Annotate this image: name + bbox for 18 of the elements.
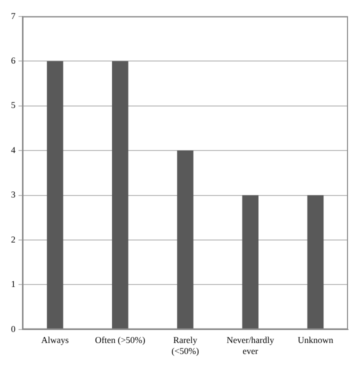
y-tick-label: 0: [11, 324, 16, 334]
bar: [46, 61, 64, 329]
x-tick-label: Rarely (<50%): [171, 335, 200, 356]
y-tick-label: 3: [11, 190, 16, 200]
bar: [112, 61, 128, 329]
bar: [242, 195, 258, 329]
y-tick-label: 1: [11, 279, 16, 290]
y-tick-label: 5: [11, 100, 16, 110]
bar: [177, 150, 194, 329]
x-tick-label: Often (>50%): [94, 335, 146, 346]
x-tick-label: Unknown: [298, 335, 334, 346]
x-tick-label: Always: [41, 335, 70, 346]
y-tick-label: 6: [11, 55, 16, 66]
y-tick-label: 2: [11, 234, 16, 244]
y-tick-label: 7: [11, 10, 16, 21]
x-tick-label: Never/hardly ever: [226, 335, 275, 356]
bar: [307, 195, 324, 329]
y-tick-label: 4: [11, 144, 16, 155]
